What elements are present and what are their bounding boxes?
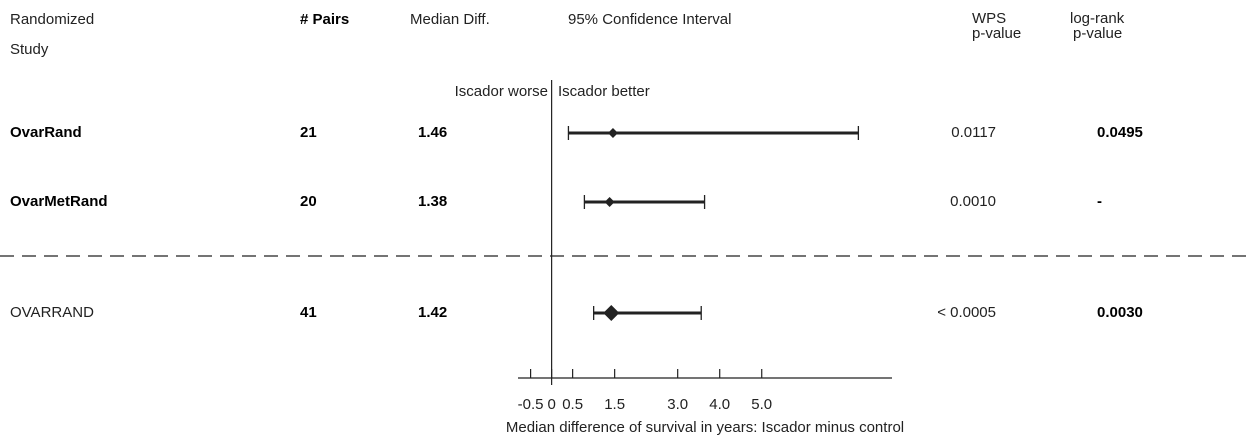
header-wps: WPS [972, 10, 1006, 27]
header-median: Median Diff. [410, 11, 490, 28]
header-ci: 95% Confidence Interval [568, 11, 731, 28]
header-logrank: p-value [1073, 25, 1122, 42]
logrank: 0.0495 [1097, 124, 1143, 141]
estimate [607, 128, 618, 138]
header-study: Randomized [10, 11, 94, 28]
x-axis-title: Median difference of survival in years: … [506, 419, 904, 435]
estimate [604, 197, 615, 207]
x-tick-label: -0.5 [518, 396, 544, 413]
x-tick-label: 3.0 [667, 396, 688, 413]
wps: 0.0117 [951, 124, 996, 141]
pairs: 41 [300, 304, 317, 321]
logrank: - [1097, 193, 1102, 210]
x-tick-label: 1.5 [604, 396, 625, 413]
study-name: OvarRand [10, 124, 82, 141]
x-tick-label: 0.5 [562, 396, 583, 413]
pairs: 21 [300, 124, 317, 141]
header-logrank: log-rank [1070, 10, 1125, 27]
header-study: Study [10, 41, 49, 58]
wps: < 0.0005 [937, 304, 996, 321]
median: 1.42 [418, 304, 447, 321]
header-pairs: # Pairs [300, 11, 349, 28]
estimate [603, 305, 620, 321]
x-tick-label: 0 [547, 396, 555, 413]
wps: 0.0010 [950, 193, 996, 210]
x-tick-label: 4.0 [709, 396, 730, 413]
logrank: 0.0030 [1097, 304, 1143, 321]
x-tick-label: 5.0 [751, 396, 772, 413]
header-wps: p-value [972, 25, 1021, 42]
study-name: OVARRAND [10, 304, 94, 321]
left-label: Iscador worse [455, 83, 548, 100]
median: 1.46 [418, 124, 447, 141]
pairs: 20 [300, 193, 317, 210]
median: 1.38 [418, 193, 447, 210]
study-name: OvarMetRand [10, 193, 108, 210]
right-label: Iscador better [558, 83, 650, 100]
